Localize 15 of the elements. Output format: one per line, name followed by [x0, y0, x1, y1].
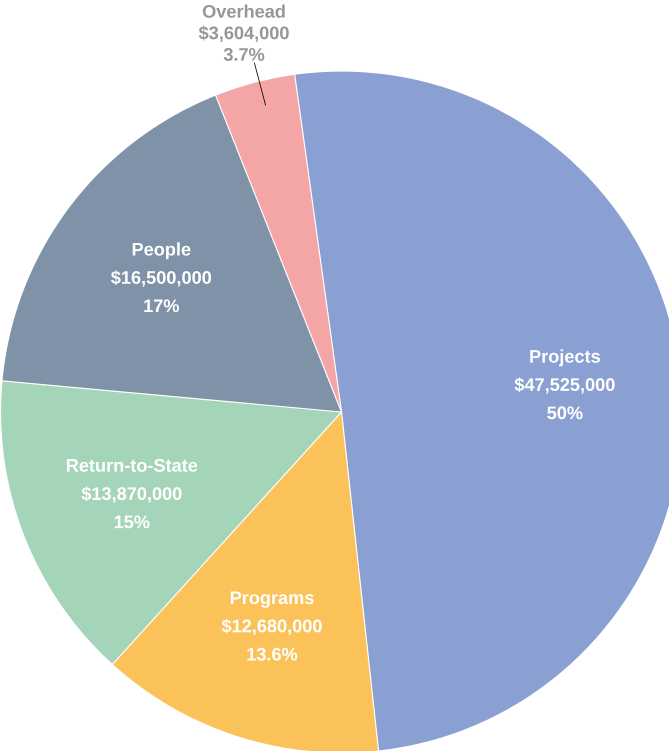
text: 17% — [144, 299, 179, 312]
text: 3.7% — [224, 48, 264, 61]
text: 50% — [547, 406, 582, 420]
data-label: $47,525,000 — [514, 377, 614, 394]
text: 13.6% — [247, 648, 298, 661]
slice-label: Overhead — [202, 4, 285, 18]
slice-label: Return-to-State — [66, 458, 198, 472]
data-label: $12,680,000 — [222, 618, 322, 636]
data-label: $3,604,000 — [198, 26, 289, 42]
data-label: $16,500,000 — [110, 270, 211, 287]
slice-label: Projects — [530, 349, 600, 366]
slice-label: People — [132, 242, 190, 260]
text: 15% — [114, 515, 150, 528]
slice-label: Programs — [230, 591, 314, 608]
data-label: $13,870,000 — [81, 486, 182, 503]
